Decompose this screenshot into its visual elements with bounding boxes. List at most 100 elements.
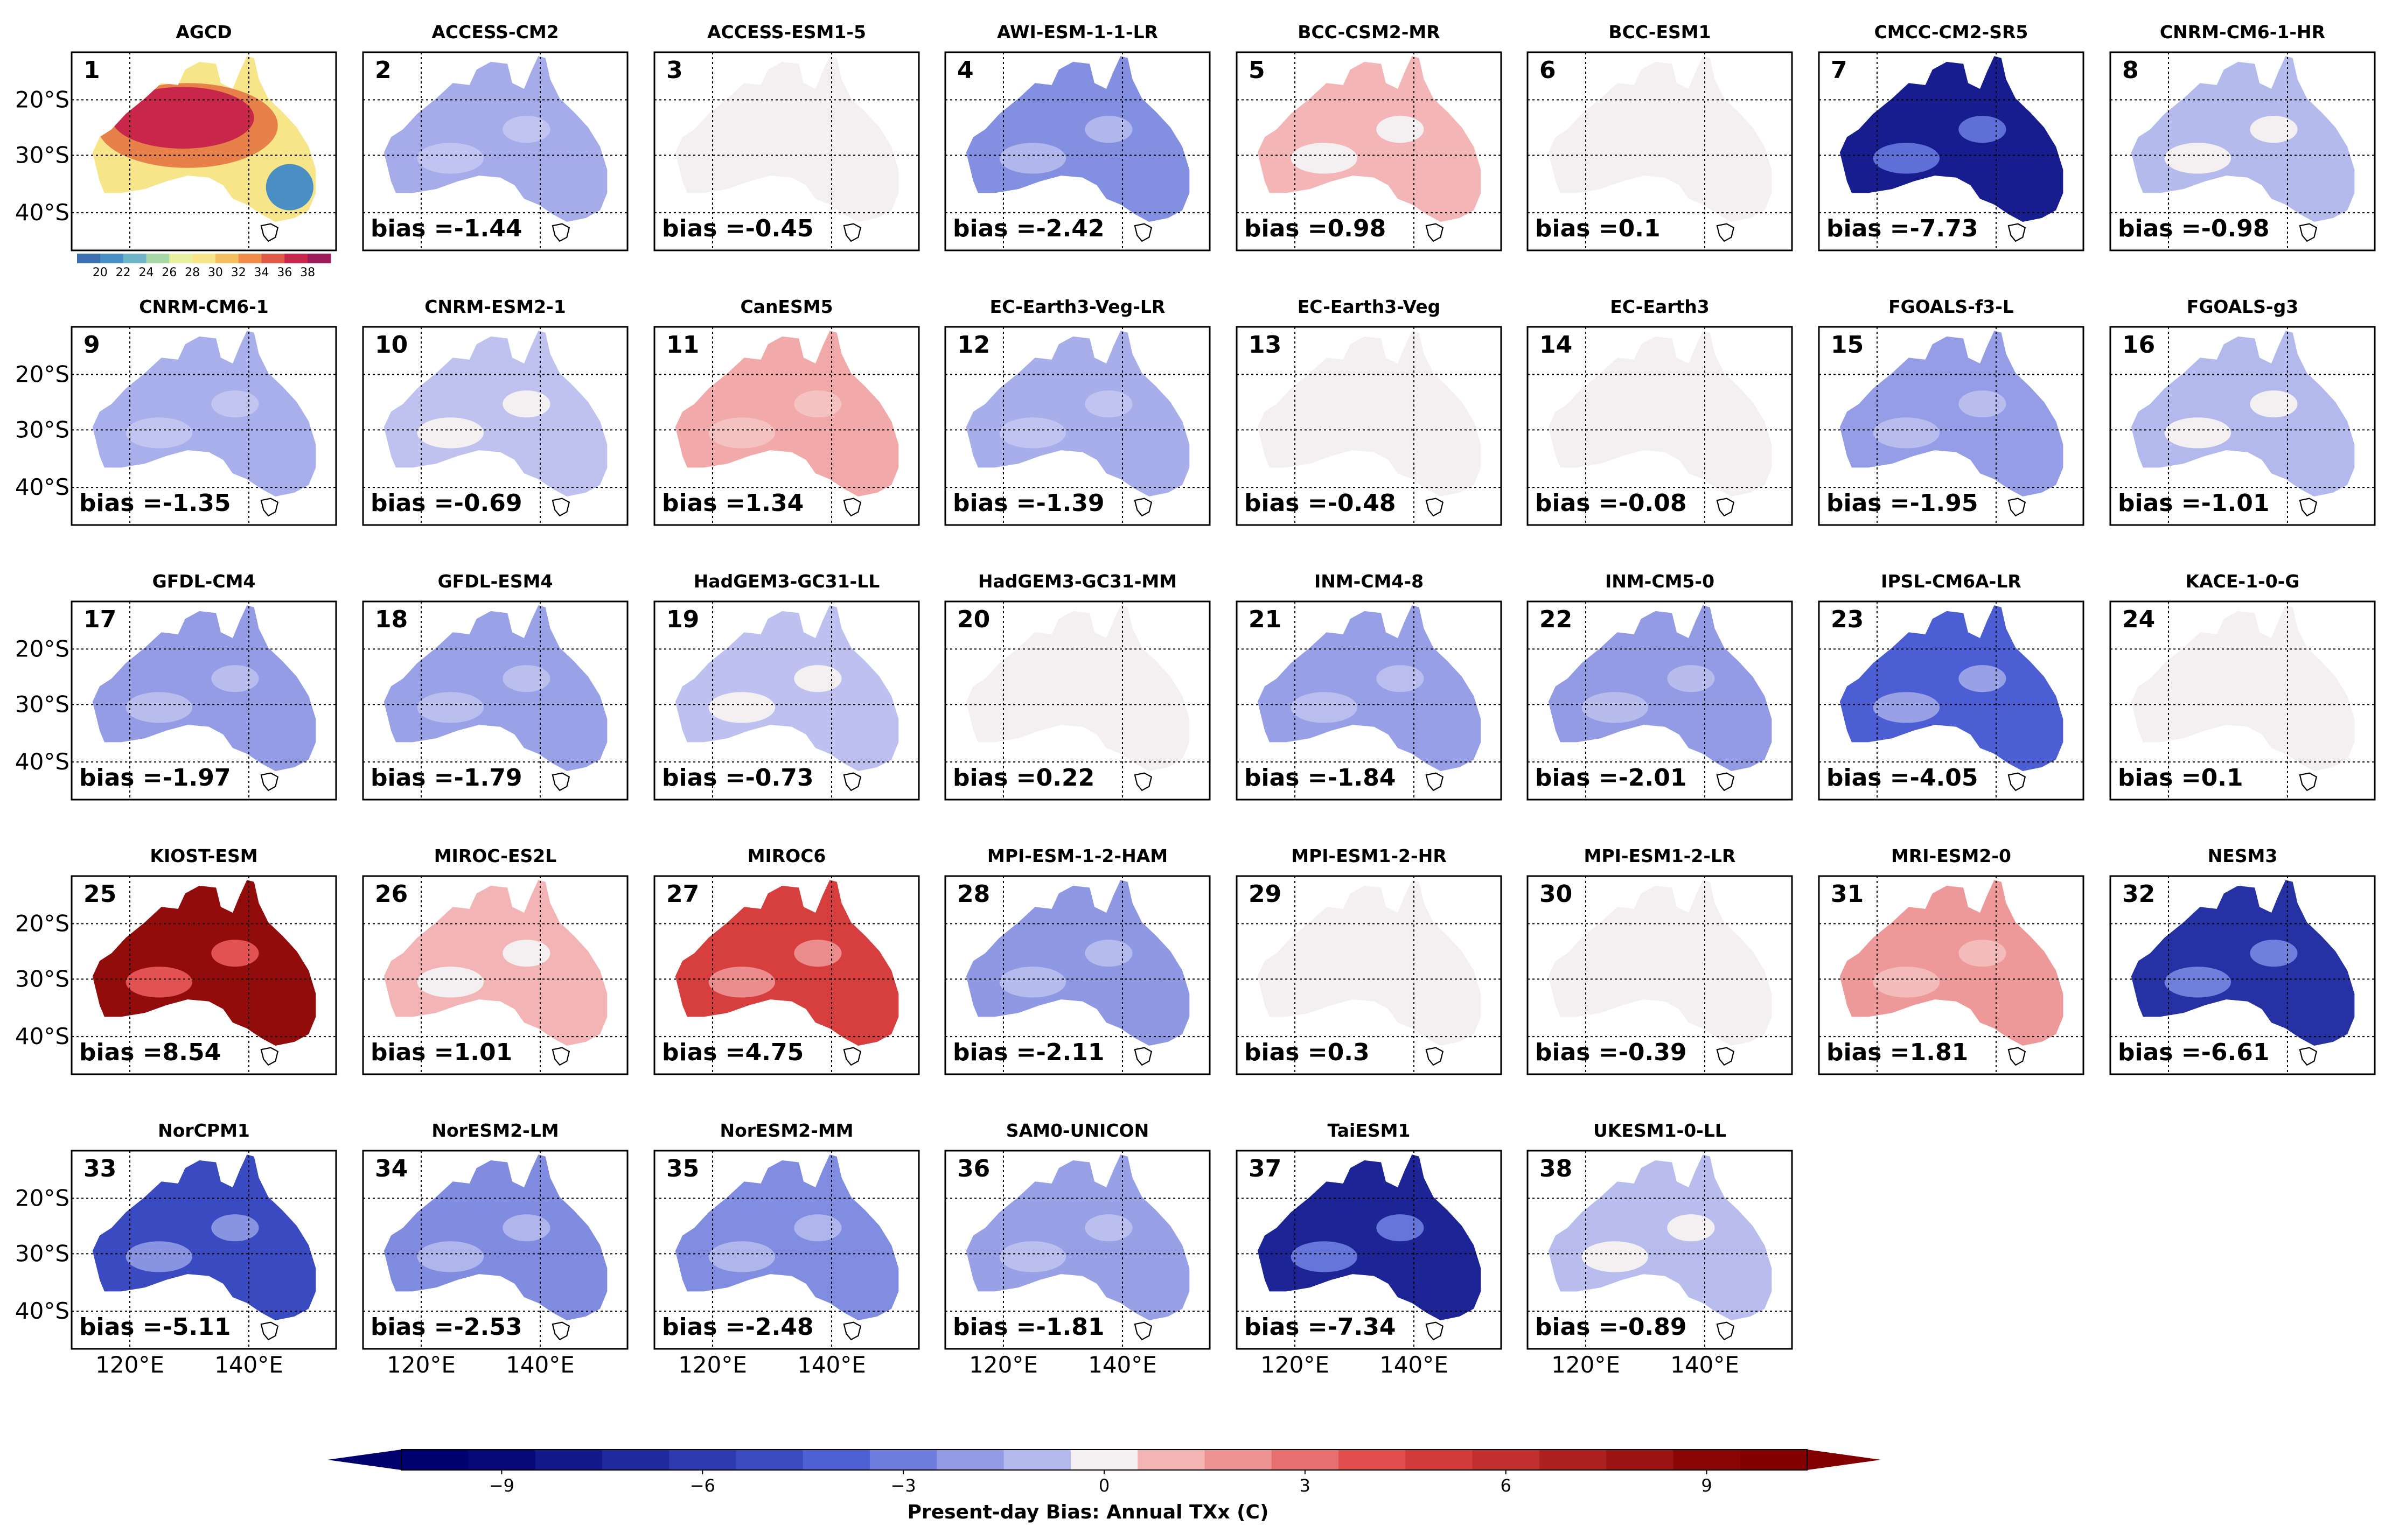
panel-number: 7 (1831, 57, 1847, 84)
tasmania (1426, 224, 1443, 241)
colorbar-swatch (1740, 1450, 1808, 1470)
coastline (1258, 56, 1481, 222)
colorbar-label: Present-day Bias: Annual TXx (C) (908, 1501, 1269, 1523)
panel-title: CanESM5 (740, 296, 833, 317)
panel-number: 3 (666, 57, 683, 84)
bias-label: bias =-1.01 (2118, 489, 2269, 517)
coastline (1549, 1154, 1772, 1320)
tasmania (1135, 1322, 1152, 1340)
colorbar-swatch (602, 1450, 670, 1470)
bias-label: bias =-1.97 (79, 764, 231, 792)
bias-label: bias =-2.01 (1535, 764, 1686, 792)
tasmania (553, 224, 569, 241)
tasmania (2300, 499, 2317, 516)
lon-tick-label: 140°E (214, 1352, 283, 1378)
panel-number: 2 (375, 57, 392, 84)
map-panel: EC-Earth3 14 bias =-0.08 (1528, 296, 1792, 525)
panel-number: 17 (83, 606, 116, 633)
map-panel: IPSL-CM6A-LR 23 bias =-4.05 (1819, 571, 2083, 800)
panel-number: 24 (2122, 606, 2155, 633)
coastline (1840, 56, 2063, 222)
coastline (675, 880, 899, 1046)
map-panel: HadGEM3-GC31-MM 20 bias =0.22 (945, 571, 1210, 800)
coastline (675, 1154, 899, 1320)
bias-label: bias =-2.48 (662, 1313, 813, 1341)
lon-tick-label: 140°E (1379, 1352, 1448, 1378)
panel-title: BCC-ESM1 (1608, 22, 1711, 43)
map-panel: EC-Earth3-Veg 13 bias =-0.48 (1237, 296, 1501, 525)
panel-title: MPI-ESM1-2-HR (1291, 845, 1447, 866)
tasmania (1426, 1048, 1443, 1065)
panel-title: NorESM2-LM (431, 1120, 559, 1141)
bias-label: bias =0.1 (1535, 215, 1661, 242)
panel-title: HadGEM3-GC31-MM (978, 571, 1177, 592)
map-panel: GFDL-CM4 17 bias =-1.97 20°S 30°S 40°S (15, 571, 336, 800)
coastline (93, 605, 316, 771)
tasmania (261, 1322, 278, 1340)
ref-colorbar-swatch (261, 254, 285, 263)
tasmania (1426, 499, 1443, 516)
lon-tick-label: 140°E (1088, 1352, 1157, 1378)
ref-colorbar-swatch (238, 254, 262, 263)
coastline (93, 1154, 316, 1320)
tasmania (1717, 499, 1734, 516)
panel-title: CNRM-CM6-1 (139, 296, 268, 317)
tasmania (1717, 773, 1734, 790)
colorbar-tick-label: −3 (891, 1475, 916, 1496)
bias-label: bias =-5.11 (79, 1313, 231, 1341)
panel-title: TaiESM1 (1328, 1120, 1411, 1141)
lon-tick-label: 120°E (95, 1352, 164, 1378)
panel-title: ACCESS-CM2 (431, 22, 559, 43)
panel-number: 15 (1831, 331, 1864, 359)
coastline (2131, 56, 2355, 222)
bias-label: bias =-0.73 (662, 764, 813, 792)
lon-tick-label: 120°E (1551, 1352, 1620, 1378)
panel-title: SAM0-UNICON (1006, 1120, 1149, 1141)
tasmania (2300, 1048, 2317, 1065)
panel-title: FGOALS-f3-L (1888, 296, 2014, 317)
lat-tick-label: 20°S (15, 86, 69, 113)
coastline (675, 56, 899, 222)
coastline (966, 605, 1190, 771)
tasmania (2009, 1048, 2025, 1065)
panel-number: 31 (1831, 880, 1864, 908)
ref-colorbar-swatch (308, 254, 331, 263)
panel-number: 25 (83, 880, 116, 908)
coastline (675, 605, 899, 771)
colorbar-swatch (803, 1450, 870, 1470)
bias-label: bias =-1.81 (953, 1313, 1104, 1341)
map-panel: SAM0-UNICON 36 bias =-1.81 120°E 140°E (945, 1120, 1210, 1378)
panel-title: EC-Earth3-Veg-LR (990, 296, 1166, 317)
panel-number: 8 (2122, 57, 2139, 84)
panel-number: 21 (1249, 606, 1281, 633)
panel-title: MPI-ESM-1-2-HAM (987, 845, 1168, 866)
tasmania (1135, 773, 1152, 790)
lat-tick-label: 40°S (15, 1023, 69, 1049)
coastline (384, 56, 608, 222)
ref-colorbar-tick: 36 (277, 266, 292, 279)
coastline (93, 56, 316, 222)
tasmania (261, 224, 278, 241)
tasmania (1426, 1322, 1443, 1340)
panel-title: IPSL-CM6A-LR (1881, 571, 2021, 592)
coastline (384, 880, 608, 1046)
panel-number: 12 (957, 331, 990, 359)
coastline (2131, 880, 2355, 1046)
panel-title: GFDL-ESM4 (438, 571, 553, 592)
ref-colorbar-tick: 38 (300, 266, 315, 279)
colorbar-swatch (1271, 1450, 1339, 1470)
map-panel: BCC-CSM2-MR 5 bias =0.98 (1237, 22, 1501, 250)
panel-number: 16 (2122, 331, 2155, 359)
tasmania (844, 1322, 861, 1340)
ref-colorbar-tick: 24 (138, 266, 154, 279)
reference-colorbar: 20 22 24 26 28 30 32 34 36 38 (77, 254, 331, 279)
map-panel: CNRM-CM6-1 9 bias =-1.35 20°S 30°S 40°S (15, 296, 336, 525)
ref-colorbar-swatch (284, 254, 308, 263)
coastline (384, 331, 608, 496)
map-panel: ACCESS-CM2 2 bias =-1.44 (363, 22, 627, 250)
colorbar-extend-high (1807, 1450, 1881, 1470)
coastline (93, 331, 316, 496)
bias-label: bias =-0.39 (1535, 1039, 1686, 1066)
tasmania (2300, 773, 2317, 790)
coastline (384, 1154, 608, 1320)
